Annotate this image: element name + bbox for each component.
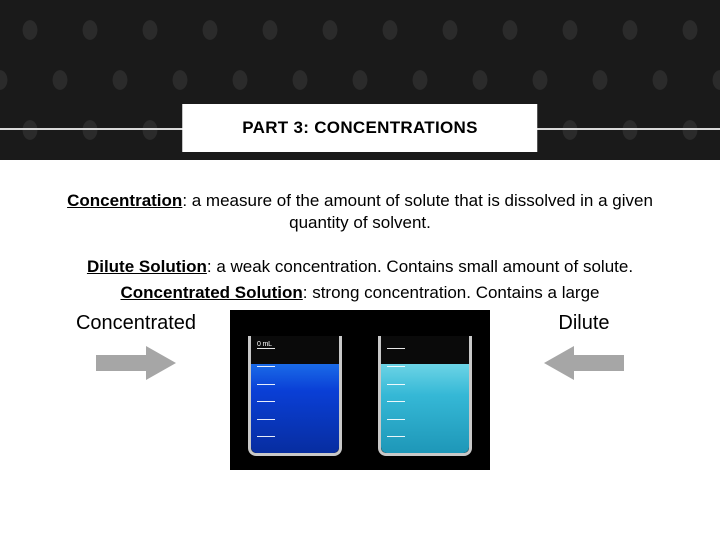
beakers-photo: 0 mL: [230, 310, 490, 470]
left-side: Concentrated: [56, 310, 216, 380]
graduations-left: [257, 348, 281, 437]
glass-concentrated: 0 mL: [248, 336, 342, 456]
term-dilute: Dilute Solution: [87, 257, 207, 276]
definition-dilute: Dilute Solution: a weak concentration. C…: [44, 256, 676, 278]
slide-title: PART 3: CONCENTRATIONS: [182, 104, 537, 152]
figure-row: Concentrated 0 mL: [44, 310, 676, 470]
glass-dilute: [378, 336, 472, 456]
term-concentration: Concentration: [67, 191, 182, 210]
text-concentration: : a measure of the amount of solute that…: [182, 191, 653, 232]
beaker-concentrated: 0 mL: [230, 310, 360, 470]
term-concentrated: Concentrated Solution: [120, 283, 302, 302]
definition-concentration: Concentration: a measure of the amount o…: [44, 190, 676, 234]
beaker-dilute: [360, 310, 490, 470]
right-side: Dilute: [504, 310, 664, 380]
arrow-right-icon: [96, 346, 176, 380]
label-concentrated: Concentrated: [76, 310, 196, 336]
graduations-right: [387, 348, 411, 437]
arrow-left-icon: [544, 346, 624, 380]
content-area: Concentration: a measure of the amount o…: [0, 190, 720, 470]
label-dilute: Dilute: [558, 310, 609, 336]
definition-concentrated: Concentrated Solution: strong concentrat…: [44, 282, 676, 304]
text-concentrated: : strong concentration. Contains a large: [303, 283, 600, 302]
text-dilute: : a weak concentration. Contains small a…: [207, 257, 633, 276]
